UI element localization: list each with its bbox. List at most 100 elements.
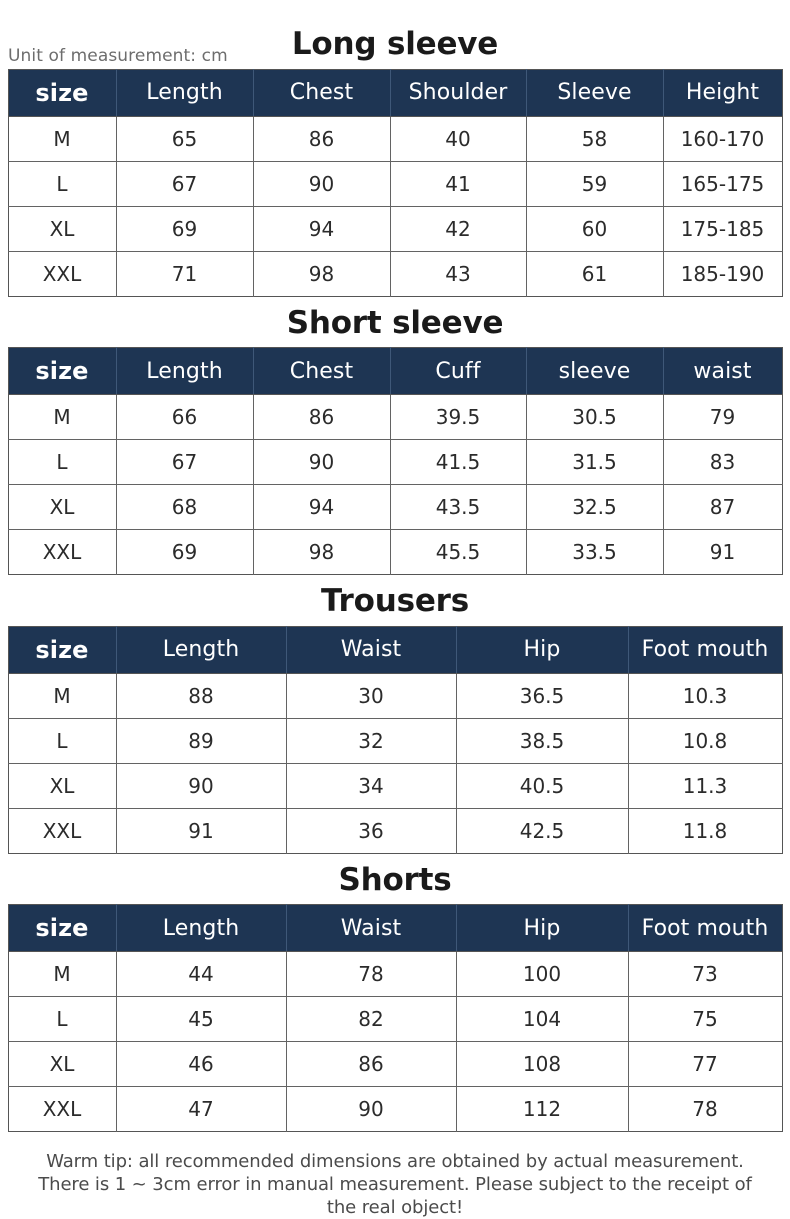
cell-foot-mouth: 11.8 [628, 808, 782, 854]
size-table-short-sleeve: size Length Chest Cuff sleeve waist M 66… [7, 347, 783, 576]
column-header-waist: Waist [286, 626, 457, 674]
section-title-short-sleeve: Short sleeve [286, 304, 504, 341]
cell-shoulder: 41 [390, 161, 527, 207]
section-trousers: Trousers size Length Waist Hip Foot mout… [0, 585, 790, 854]
column-header-size: size [8, 626, 117, 674]
cell-waist: 83 [663, 439, 782, 486]
cell-size: M [8, 951, 117, 998]
section-shorts: Shorts size Length Waist Hip Foot mouth [0, 864, 790, 1133]
cell-size: L [8, 161, 117, 207]
cell-sleeve: 61 [526, 251, 664, 297]
top-spacer [0, 0, 790, 28]
cell-foot-mouth: 77 [628, 1041, 782, 1088]
cell-height: 165-175 [663, 161, 782, 207]
cell-waist: 91 [663, 529, 782, 575]
cell-foot-mouth: 11.3 [628, 763, 782, 809]
column-header-waist: waist [663, 347, 782, 396]
table-header-row: size Length Waist Hip Foot mouth [8, 904, 782, 953]
cell-size: XL [8, 763, 117, 809]
cell-height: 160-170 [663, 116, 782, 162]
cell-chest: 98 [253, 251, 391, 297]
cell-waist: 86 [286, 1041, 457, 1088]
table-header-row: size Length Chest Shoulder Sleeve Height [8, 69, 782, 117]
column-header-sleeve: sleeve [526, 347, 664, 396]
column-header-cuff: Cuff [390, 347, 527, 396]
table-row: XL 68 94 43.5 32.5 87 [8, 484, 782, 531]
cell-cuff: 45.5 [390, 529, 527, 575]
cell-length: 71 [116, 251, 254, 297]
cell-cuff: 39.5 [390, 394, 527, 441]
column-header-hip: Hip [456, 626, 629, 674]
column-header-length: Length [116, 904, 287, 953]
column-header-size: size [8, 69, 117, 117]
section-title-trousers: Trousers [320, 583, 469, 620]
cell-size: L [8, 718, 117, 764]
cell-hip: 38.5 [456, 718, 629, 764]
cell-sleeve: 58 [526, 116, 664, 162]
cell-foot-mouth: 10.3 [628, 673, 782, 719]
table-row: M 65 86 40 58 160-170 [8, 116, 782, 162]
cell-sleeve: 60 [526, 206, 664, 252]
cell-waist: 36 [286, 808, 457, 854]
cell-hip: 42.5 [456, 808, 629, 854]
column-header-hip: Hip [456, 904, 629, 953]
cell-length: 67 [116, 161, 254, 207]
size-table-long-sleeve: size Length Chest Shoulder Sleeve Height… [7, 68, 783, 297]
table-row: XL 90 34 40.5 11.3 [8, 763, 782, 809]
table-header-row: size Length Chest Cuff sleeve waist [8, 347, 782, 396]
cell-hip: 108 [456, 1041, 629, 1088]
table-row: L 67 90 41.5 31.5 83 [8, 439, 782, 486]
cell-height: 175-185 [663, 206, 782, 252]
cell-waist: 30 [286, 673, 457, 719]
cell-size: L [8, 996, 117, 1043]
size-table-trousers: size Length Waist Hip Foot mouth M 88 30… [7, 625, 783, 854]
section-title-long-sleeve: Long sleeve [291, 26, 499, 62]
section-title-shorts: Shorts [338, 861, 452, 898]
column-header-waist: Waist [286, 904, 457, 953]
cell-length: 46 [116, 1041, 287, 1088]
cell-foot-mouth: 75 [628, 996, 782, 1043]
cell-chest: 86 [253, 394, 391, 441]
cell-length: 90 [116, 763, 287, 809]
column-header-length: Length [116, 626, 287, 674]
cell-hip: 40.5 [456, 763, 629, 809]
cell-waist: 78 [286, 951, 457, 998]
cell-waist: 87 [663, 484, 782, 531]
cell-length: 44 [116, 951, 287, 998]
cell-size: XXL [8, 251, 117, 297]
cell-size: XXL [8, 808, 117, 854]
cell-size: M [8, 394, 117, 441]
cell-length: 65 [116, 116, 254, 162]
cell-sleeve: 31.5 [526, 439, 664, 486]
cell-waist: 32 [286, 718, 457, 764]
cell-chest: 98 [253, 529, 391, 575]
cell-size: M [8, 673, 117, 719]
cell-length: 68 [116, 484, 254, 531]
cell-waist: 90 [286, 1086, 457, 1132]
table-row: XXL 47 90 112 78 [8, 1086, 782, 1132]
cell-size: XL [8, 206, 117, 252]
warm-tip-line-2: There is 1 ~ 3cm error in manual measure… [38, 1174, 752, 1196]
cell-length: 47 [116, 1086, 287, 1132]
cell-waist: 79 [663, 394, 782, 441]
column-header-chest: Chest [253, 347, 391, 396]
cell-hip: 36.5 [456, 673, 629, 719]
cell-shoulder: 42 [390, 206, 527, 252]
table-row: XXL 71 98 43 61 185-190 [8, 251, 782, 297]
cell-length: 69 [116, 529, 254, 575]
cell-length: 89 [116, 718, 287, 764]
cell-length: 69 [116, 206, 254, 252]
table-row: M 88 30 36.5 10.3 [8, 673, 782, 719]
unit-of-measurement-note: Unit of measurement: cm [8, 46, 228, 66]
cell-chest: 90 [253, 161, 391, 207]
warm-tip-line-1: Warm tip: all recommended dimensions are… [46, 1151, 744, 1173]
column-header-size: size [8, 904, 117, 953]
cell-hip: 100 [456, 951, 629, 998]
cell-size: XL [8, 1041, 117, 1088]
cell-foot-mouth: 78 [628, 1086, 782, 1132]
cell-size: XL [8, 484, 117, 531]
cell-cuff: 43.5 [390, 484, 527, 531]
cell-chest: 94 [253, 206, 391, 252]
column-header-height: Height [663, 69, 782, 117]
table-row: M 44 78 100 73 [8, 951, 782, 998]
